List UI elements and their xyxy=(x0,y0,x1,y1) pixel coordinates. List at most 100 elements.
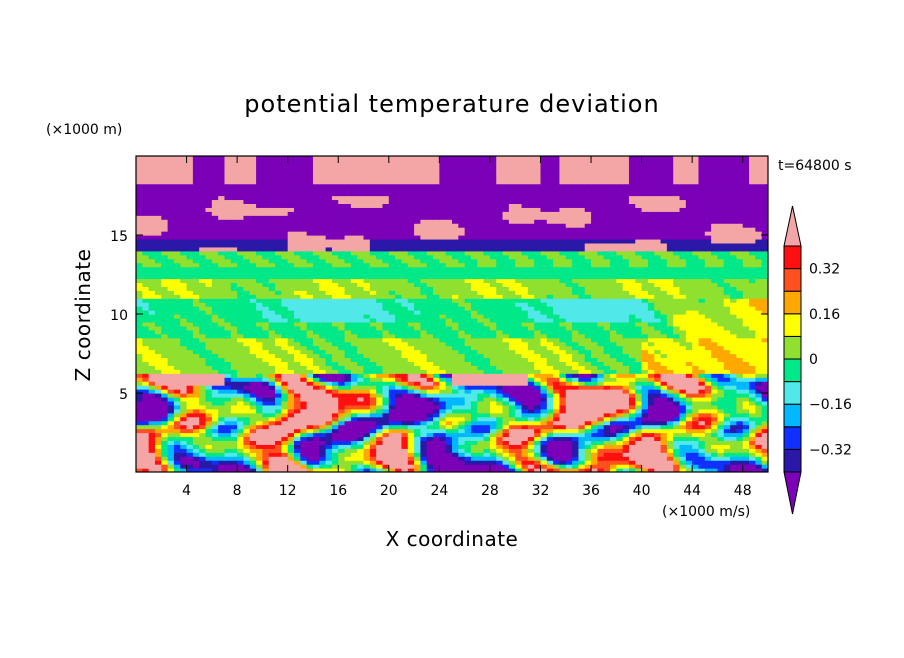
heatmap-cell xyxy=(559,381,567,386)
heatmap-cell xyxy=(369,448,377,453)
heatmap-cell xyxy=(148,314,156,319)
heatmap-cell xyxy=(249,377,257,382)
heatmap-cell xyxy=(679,396,687,402)
heatmap-cell xyxy=(306,396,314,402)
heatmap-cell xyxy=(470,278,478,283)
heatmap-cell xyxy=(363,408,371,414)
heatmap-cell xyxy=(433,428,440,434)
heatmap-cell xyxy=(319,412,327,418)
heatmap-cell xyxy=(647,468,655,472)
heatmap-cell xyxy=(628,329,636,335)
heatmap-cell xyxy=(565,428,573,434)
heatmap-cell xyxy=(256,385,263,390)
heatmap-cell xyxy=(275,420,282,426)
heatmap-cell xyxy=(161,341,169,347)
heatmap-cell xyxy=(666,361,674,366)
heatmap-cell xyxy=(502,369,510,374)
heatmap-cell xyxy=(578,361,586,366)
heatmap-cell xyxy=(673,369,681,374)
heatmap-cell xyxy=(218,424,226,430)
heatmap-cell xyxy=(401,298,409,303)
heatmap-cell xyxy=(597,341,605,347)
heatmap-cell xyxy=(711,460,719,465)
heatmap-cell xyxy=(420,468,428,472)
heatmap-cell xyxy=(584,314,592,319)
heatmap-cell xyxy=(420,408,428,414)
heatmap-cell xyxy=(211,416,219,422)
heatmap-cell xyxy=(730,353,737,359)
heatmap-cell xyxy=(591,440,598,445)
heatmap-cell xyxy=(142,452,150,457)
heatmap-cell xyxy=(666,436,674,441)
heatmap-cell xyxy=(477,460,485,465)
heatmap-cell xyxy=(211,432,219,438)
heatmap-cell xyxy=(262,302,270,307)
heatmap-cell xyxy=(268,444,276,449)
heatmap-cell xyxy=(572,428,579,434)
heatmap-cell xyxy=(660,302,668,307)
heatmap-cell xyxy=(306,314,314,319)
heatmap-cell xyxy=(603,278,611,283)
heatmap-cell xyxy=(382,440,390,445)
heatmap-cell xyxy=(641,302,649,307)
heatmap-cell xyxy=(515,464,523,469)
heatmap-cell xyxy=(420,420,428,426)
heatmap-cell xyxy=(275,424,282,430)
heatmap-cell xyxy=(433,396,440,402)
heatmap-cell xyxy=(508,436,516,441)
heatmap-cell xyxy=(521,428,529,434)
heatmap-cell xyxy=(673,452,681,457)
heatmap-cell xyxy=(161,337,169,343)
heatmap-cell xyxy=(647,373,655,378)
heatmap-cell xyxy=(205,341,213,347)
heatmap-cell xyxy=(218,448,226,453)
heatmap-cell xyxy=(578,357,586,362)
heatmap-cell xyxy=(622,325,630,331)
heatmap-cell xyxy=(300,436,308,441)
heatmap-cell xyxy=(268,314,276,319)
heatmap-cell xyxy=(660,345,668,351)
heatmap-cell xyxy=(496,377,504,382)
heatmap-cell xyxy=(312,317,320,323)
heatmap-cell xyxy=(350,369,358,374)
heatmap-cell xyxy=(281,416,289,422)
heatmap-cell xyxy=(331,310,339,315)
heatmap-cell xyxy=(483,353,491,359)
heatmap-cell xyxy=(635,286,643,291)
heatmap-cell xyxy=(666,420,674,426)
heatmap-cell xyxy=(647,420,655,426)
heatmap-cell xyxy=(452,452,459,457)
heatmap-cell xyxy=(407,306,415,311)
heatmap-cell xyxy=(616,420,624,426)
heatmap-cell xyxy=(268,302,276,307)
heatmap-cell xyxy=(211,404,219,410)
heatmap-cell xyxy=(173,357,181,362)
heatmap-cell xyxy=(723,456,731,461)
heatmap-cell xyxy=(382,373,390,378)
heatmap-cell xyxy=(395,416,403,422)
heatmap-cell xyxy=(420,448,428,453)
heatmap-cell xyxy=(540,420,548,426)
heatmap-cell xyxy=(452,373,459,378)
heatmap-cell xyxy=(717,278,725,283)
heatmap-cell xyxy=(395,408,403,414)
heatmap-cell xyxy=(610,385,617,390)
heatmap-cell xyxy=(154,365,162,370)
heatmap-cell xyxy=(369,294,377,299)
heatmap-cell xyxy=(243,325,251,331)
heatmap-cell xyxy=(224,385,232,390)
heatmap-cell xyxy=(464,404,472,410)
heatmap-cell xyxy=(641,412,649,418)
heatmap-cell xyxy=(230,306,238,311)
heatmap-cell xyxy=(445,282,453,287)
heatmap-cell xyxy=(268,298,276,303)
heatmap-cell xyxy=(186,464,194,469)
heatmap-cell xyxy=(287,302,295,307)
heatmap-cell xyxy=(521,369,529,374)
heatmap-cell xyxy=(211,365,219,370)
heatmap-cell xyxy=(401,321,409,327)
heatmap-cell xyxy=(502,274,510,280)
heatmap-cell xyxy=(546,329,554,335)
heatmap-cell xyxy=(192,365,200,370)
heatmap-cell xyxy=(502,345,510,351)
